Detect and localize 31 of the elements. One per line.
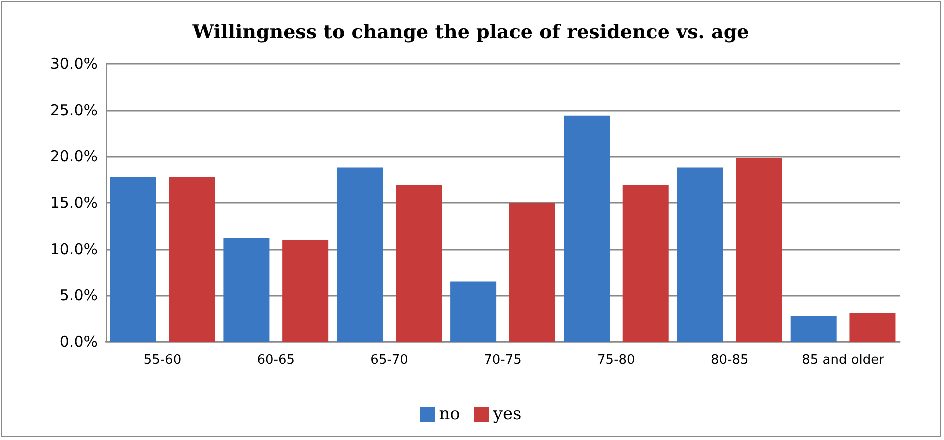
bar <box>337 168 384 342</box>
chart-title: Willingness to change the place of residence vs. age <box>192 22 750 44</box>
y-tick-label: 15.0% <box>50 194 98 212</box>
bar <box>622 185 669 342</box>
bar <box>509 203 556 342</box>
bar <box>110 177 156 342</box>
x-tick-label: 60-65 <box>257 353 296 368</box>
bar <box>790 316 837 342</box>
legend-label: yes <box>492 404 522 424</box>
bar <box>396 185 442 342</box>
bar <box>169 177 216 342</box>
x-tick-label: 70-75 <box>484 353 522 368</box>
bar <box>850 313 896 342</box>
y-tick-label: 20.0% <box>50 148 98 166</box>
y-tick-label: 5.0% <box>60 286 98 305</box>
bar <box>282 240 329 342</box>
x-tick-label: 65-70 <box>370 353 408 368</box>
bar <box>736 158 782 342</box>
legend-label: no <box>439 404 460 424</box>
bar <box>677 168 724 342</box>
bar <box>224 238 270 342</box>
x-tick-label: 55-60 <box>144 353 182 368</box>
y-tick-label: 0.0% <box>60 333 98 351</box>
y-tick-label: 10.0% <box>50 240 98 258</box>
x-tick-label: 80-85 <box>710 353 749 368</box>
x-tick-label: 85 and older <box>802 353 886 368</box>
bar <box>450 282 497 342</box>
y-tick-label: 25.0% <box>50 101 98 120</box>
y-tick-label: 30.0% <box>50 55 98 73</box>
x-tick-label: 75-80 <box>598 353 636 368</box>
bar <box>564 116 610 342</box>
